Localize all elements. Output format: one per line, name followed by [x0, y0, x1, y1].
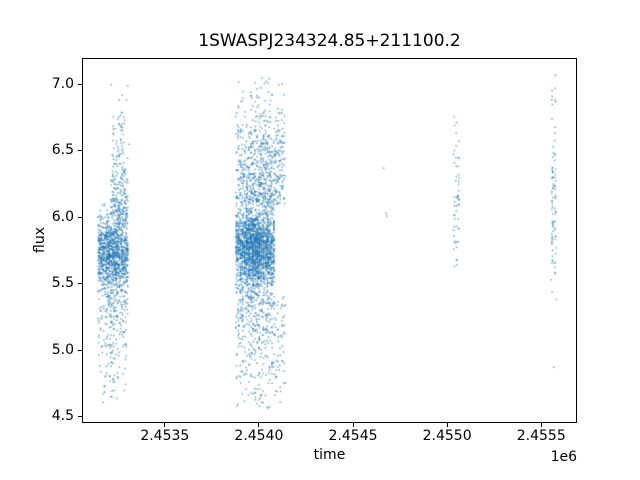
y-tick-mark	[78, 283, 82, 285]
x-tick-mark	[540, 423, 542, 427]
x-tick-label: 2.4540	[234, 428, 284, 444]
x-tick-label: 2.4555	[516, 428, 566, 444]
y-tick-mark	[78, 216, 82, 218]
x-axis-offset-label: 1e6	[550, 449, 577, 465]
x-tick-label: 2.4535	[140, 428, 190, 444]
x-tick-label: 2.4545	[328, 428, 378, 444]
x-tick-mark	[258, 423, 260, 427]
x-axis-label: time	[313, 447, 346, 463]
x-tick-mark	[446, 423, 448, 427]
y-tick-label: 5.5	[51, 275, 74, 292]
y-tick-mark	[78, 415, 82, 417]
y-tick-mark	[78, 349, 82, 351]
y-tick-label: 5.0	[51, 341, 74, 358]
y-tick-mark	[78, 84, 82, 86]
chart-title: 1SWASPJ234324.85+211100.2	[198, 31, 461, 51]
x-tick-mark	[352, 423, 354, 427]
y-tick-label: 7.0	[51, 76, 74, 93]
y-tick-label: 4.5	[51, 407, 74, 424]
y-tick-label: 6.5	[51, 142, 74, 159]
y-tick-label: 6.0	[51, 208, 74, 225]
y-tick-mark	[78, 150, 82, 152]
x-tick-mark	[164, 423, 166, 427]
x-tick-label: 2.4550	[422, 428, 472, 444]
